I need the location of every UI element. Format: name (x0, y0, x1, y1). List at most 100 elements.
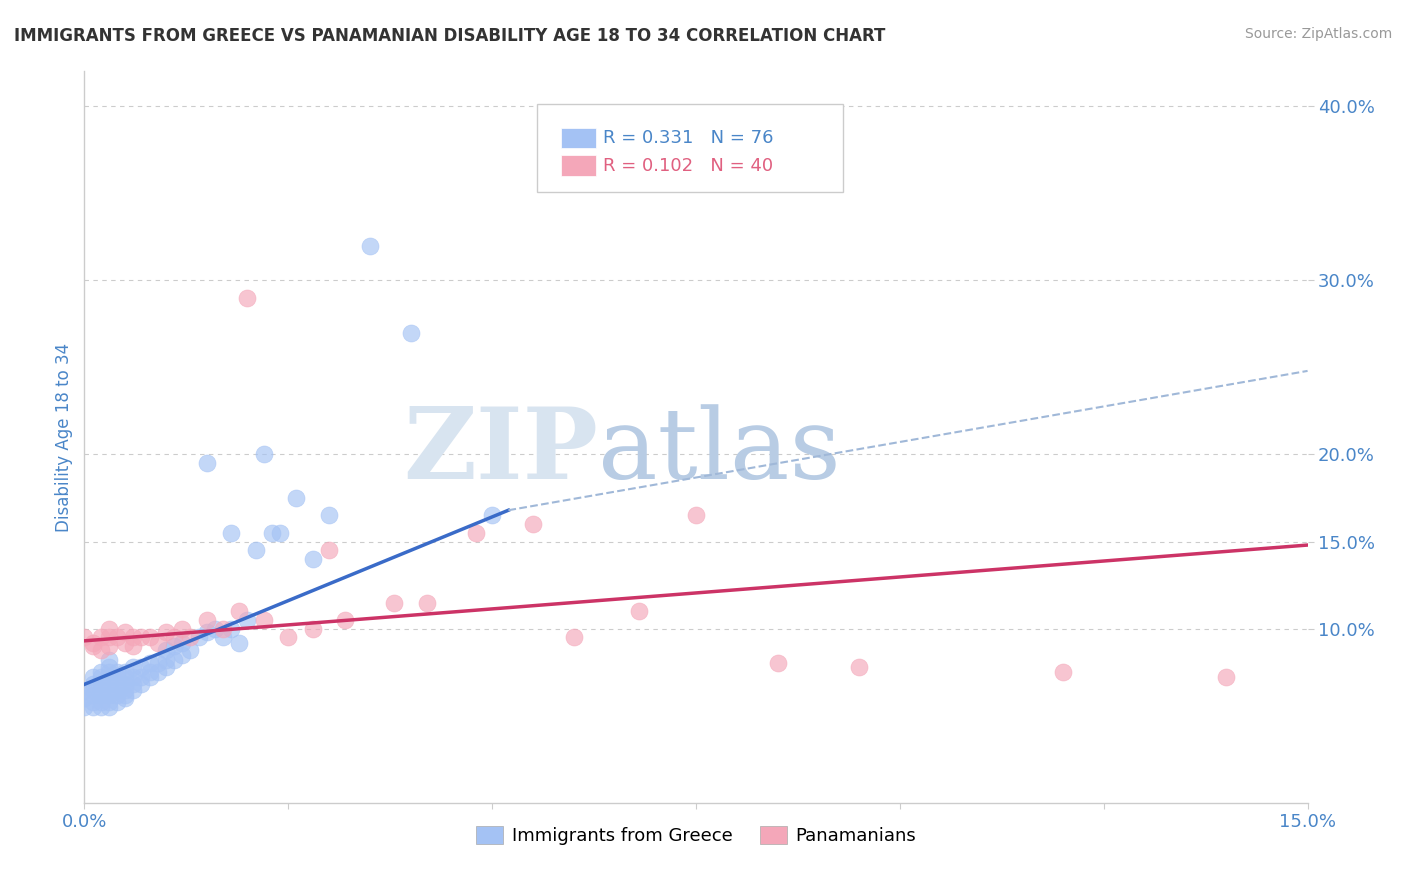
Y-axis label: Disability Age 18 to 34: Disability Age 18 to 34 (55, 343, 73, 532)
Point (90, 670, 112, 684)
Point (301, 622, 323, 636)
Point (122, 660, 145, 674)
Point (138, 665, 160, 680)
Point (146, 657, 169, 671)
Point (97, 670, 120, 684)
Point (195, 456, 218, 470)
Point (172, 635, 194, 649)
Point (1052, 665, 1074, 680)
Point (97, 682, 120, 697)
Point (212, 631, 235, 645)
Point (627, 604, 650, 618)
Point (122, 677, 145, 691)
Point (1215, 670, 1237, 684)
Point (114, 665, 136, 680)
Point (105, 695, 128, 709)
Point (97, 700, 120, 714)
Point (212, 622, 235, 636)
Point (97, 665, 120, 680)
Point (138, 657, 160, 671)
Point (82, 670, 104, 684)
Point (219, 622, 242, 636)
Point (90, 682, 112, 697)
Point (90, 700, 112, 714)
Point (155, 660, 177, 674)
Text: R = 0.102   N = 40: R = 0.102 N = 40 (603, 157, 773, 175)
Point (562, 631, 585, 645)
Point (236, 613, 259, 627)
Point (97, 695, 120, 709)
Point (187, 631, 209, 645)
Point (90, 688, 112, 702)
Point (382, 595, 405, 609)
Point (253, 613, 276, 627)
Point (138, 631, 160, 645)
Point (399, 326, 422, 340)
Point (105, 677, 128, 691)
Point (335, 613, 357, 627)
Point (522, 517, 544, 532)
Point (82, 700, 104, 714)
Point (105, 670, 128, 684)
Point (114, 677, 136, 691)
Point (359, 238, 381, 252)
Text: IMMIGRANTS FROM GREECE VS PANAMANIAN DISABILITY AGE 18 TO 34 CORRELATION CHART: IMMIGRANTS FROM GREECE VS PANAMANIAN DIS… (14, 27, 886, 45)
Point (90, 631, 112, 645)
Point (114, 670, 136, 684)
Point (685, 508, 707, 523)
Point (73, 700, 96, 714)
Point (73, 631, 96, 645)
Point (269, 525, 291, 540)
Point (146, 665, 169, 680)
Point (105, 631, 128, 645)
Point (114, 688, 136, 702)
Point (172, 622, 194, 636)
Point (245, 543, 267, 558)
Point (97, 639, 120, 653)
Point (253, 448, 276, 462)
Point (179, 631, 201, 645)
Point (204, 622, 226, 636)
Point (146, 635, 169, 649)
Point (82, 682, 104, 697)
Point (155, 625, 177, 640)
Text: R = 0.331   N = 76: R = 0.331 N = 76 (603, 129, 773, 147)
Point (277, 631, 299, 645)
Point (105, 682, 128, 697)
Point (122, 631, 145, 645)
Point (195, 625, 218, 640)
Point (138, 670, 160, 684)
Point (122, 682, 145, 697)
Point (236, 291, 259, 305)
Point (163, 639, 186, 653)
Point (97, 688, 120, 702)
Point (848, 660, 870, 674)
Point (131, 660, 153, 674)
Legend: Immigrants from Greece, Panamanians: Immigrants from Greece, Panamanians (468, 819, 924, 852)
Point (155, 653, 177, 667)
Point (114, 635, 136, 649)
Point (90, 677, 112, 691)
Point (105, 665, 128, 680)
Point (122, 670, 145, 684)
Point (131, 677, 153, 691)
Point (464, 525, 486, 540)
Point (301, 552, 323, 566)
Point (82, 695, 104, 709)
Point (90, 695, 112, 709)
FancyBboxPatch shape (561, 128, 596, 148)
Point (97, 622, 120, 636)
Point (228, 635, 250, 649)
Text: Source: ZipAtlas.com: Source: ZipAtlas.com (1244, 27, 1392, 41)
Point (766, 657, 789, 671)
Point (172, 648, 194, 662)
FancyBboxPatch shape (561, 155, 596, 176)
Point (260, 525, 283, 540)
Point (82, 639, 104, 653)
Point (179, 642, 201, 657)
Point (285, 491, 308, 505)
Point (481, 508, 503, 523)
Point (90, 642, 112, 657)
Point (163, 653, 186, 667)
Point (228, 604, 250, 618)
